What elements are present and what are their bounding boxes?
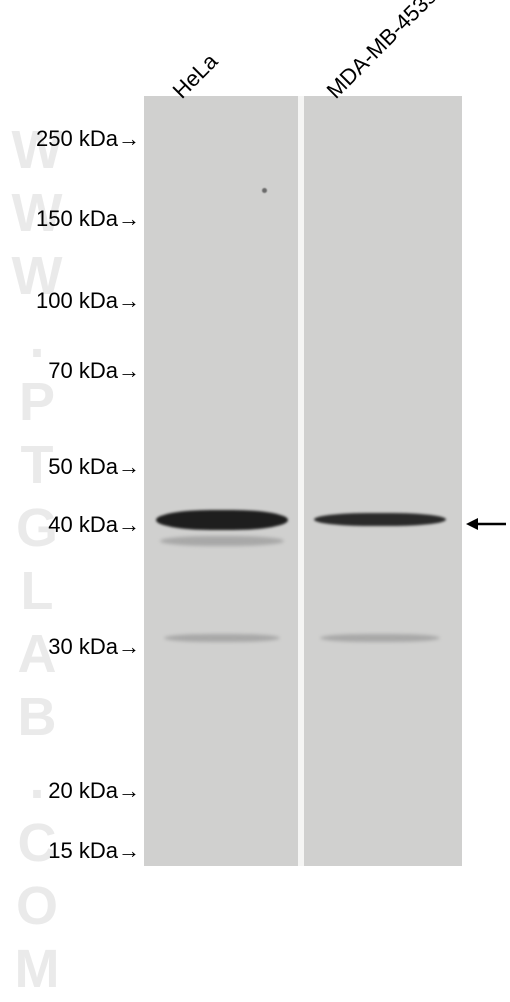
watermark-text: WWW.PTGLAB.COM bbox=[6, 120, 68, 1002]
band-lane2-40kda bbox=[314, 513, 446, 526]
mw-50: 50 kDa→ bbox=[48, 454, 140, 480]
faint-band-1 bbox=[164, 634, 280, 642]
band-lane1-40kda bbox=[156, 510, 288, 530]
speck-0 bbox=[262, 188, 267, 193]
mw-100: 100 kDa→ bbox=[36, 288, 140, 314]
mw-15: 15 kDa→ bbox=[48, 838, 140, 864]
mw-40: 40 kDa→ bbox=[48, 512, 140, 538]
mw-150: 150 kDa→ bbox=[36, 206, 140, 232]
faint-band-0 bbox=[160, 536, 284, 546]
mw-70: 70 kDa→ bbox=[48, 358, 140, 384]
target-band-arrow bbox=[466, 516, 506, 532]
figure-root: WWW.PTGLAB.COM HeLa MDA-MB-453s 250 kDa→… bbox=[0, 0, 510, 903]
mw-250: 250 kDa→ bbox=[36, 126, 140, 152]
mw-20: 20 kDa→ bbox=[48, 778, 140, 804]
blot-membrane bbox=[144, 96, 462, 866]
lane-divider bbox=[298, 96, 304, 866]
lane-label-mda: MDA-MB-453s bbox=[322, 0, 442, 104]
faint-band-2 bbox=[320, 634, 440, 642]
mw-30: 30 kDa→ bbox=[48, 634, 140, 660]
